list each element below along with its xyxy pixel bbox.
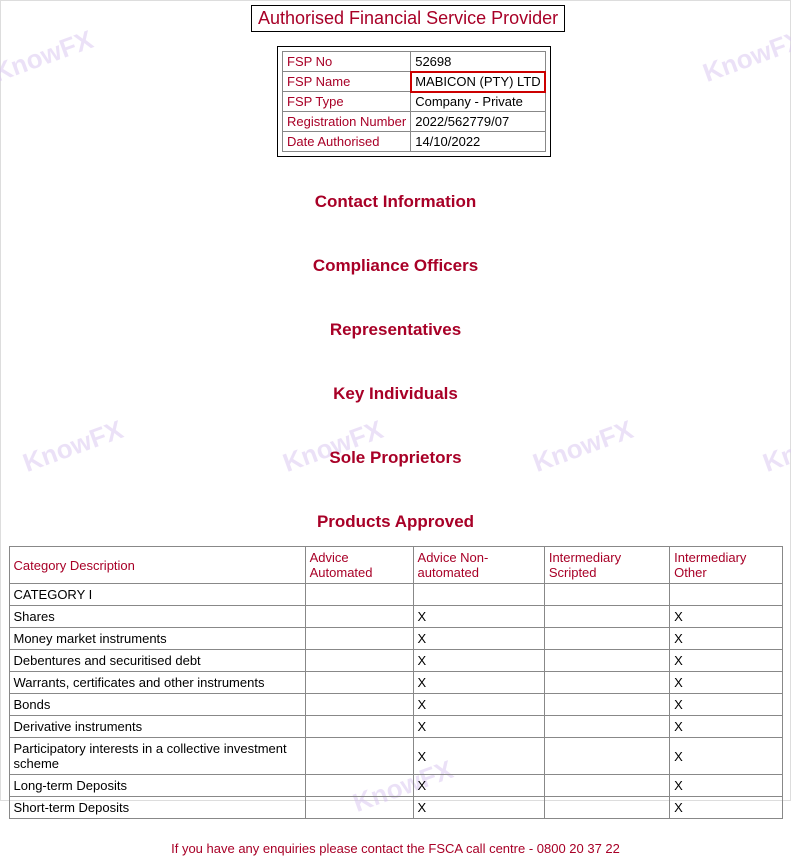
product-cell: [670, 584, 782, 606]
table-row: Participatory interests in a collective …: [9, 738, 782, 775]
category-description: Warrants, certificates and other instrum…: [9, 672, 305, 694]
product-cell: X: [670, 716, 782, 738]
product-cell: X: [413, 738, 544, 775]
product-cell: [544, 738, 669, 775]
products-column-header: Advice Automated: [305, 547, 413, 584]
product-cell: [544, 797, 669, 819]
category-description: Debentures and securitised debt: [9, 650, 305, 672]
product-cell: X: [670, 775, 782, 797]
product-cell: [544, 775, 669, 797]
info-value: 2022/562779/07: [411, 112, 545, 132]
table-row: Long-term Deposits X X: [9, 775, 782, 797]
info-value: 52698: [411, 52, 545, 72]
product-cell: X: [670, 606, 782, 628]
product-cell: [544, 650, 669, 672]
section-heading: Products Approved: [1, 512, 790, 532]
info-value: Company - Private: [411, 92, 545, 112]
product-cell: [413, 584, 544, 606]
product-cell: X: [413, 775, 544, 797]
info-value: 14/10/2022: [411, 132, 545, 152]
products-table: Category DescriptionAdvice AutomatedAdvi…: [9, 546, 783, 819]
products-column-header: Advice Non-automated: [413, 547, 544, 584]
product-cell: [305, 672, 413, 694]
table-row: Derivative instruments X X: [9, 716, 782, 738]
table-row: CATEGORY I: [9, 584, 782, 606]
product-cell: X: [413, 716, 544, 738]
section-heading: Compliance Officers: [1, 256, 790, 276]
category-description: Short-term Deposits: [9, 797, 305, 819]
table-row: Shares X X: [9, 606, 782, 628]
info-row: FSP TypeCompany - Private: [283, 92, 546, 112]
table-row: Warrants, certificates and other instrum…: [9, 672, 782, 694]
info-table: FSP No52698FSP NameMABICON (PTY) LTDFSP …: [282, 51, 546, 152]
info-label: Registration Number: [283, 112, 411, 132]
product-cell: X: [670, 628, 782, 650]
info-label: FSP No: [283, 52, 411, 72]
section-heading: Sole Proprietors: [1, 448, 790, 468]
product-cell: X: [413, 672, 544, 694]
product-cell: [305, 584, 413, 606]
product-cell: [544, 672, 669, 694]
info-label: FSP Type: [283, 92, 411, 112]
product-cell: [544, 716, 669, 738]
product-cell: X: [670, 650, 782, 672]
product-cell: [305, 694, 413, 716]
section-heading: Contact Information: [1, 192, 790, 212]
products-column-header: Intermediary Scripted: [544, 547, 669, 584]
category-description: Shares: [9, 606, 305, 628]
info-row: Date Authorised14/10/2022: [283, 132, 546, 152]
table-row: Bonds X X: [9, 694, 782, 716]
product-cell: [305, 716, 413, 738]
info-value: MABICON (PTY) LTD: [411, 72, 545, 92]
category-description: Derivative instruments: [9, 716, 305, 738]
section-heading: Representatives: [1, 320, 790, 340]
table-row: Money market instruments X X: [9, 628, 782, 650]
product-cell: [544, 584, 669, 606]
info-label: Date Authorised: [283, 132, 411, 152]
section-heading: Key Individuals: [1, 384, 790, 404]
table-row: Short-term Deposits X X: [9, 797, 782, 819]
product-cell: X: [670, 672, 782, 694]
product-cell: X: [413, 628, 544, 650]
category-description: Money market instruments: [9, 628, 305, 650]
products-column-header: Intermediary Other: [670, 547, 782, 584]
category-description: Bonds: [9, 694, 305, 716]
products-column-header: Category Description: [9, 547, 305, 584]
product-cell: [305, 775, 413, 797]
category-description: CATEGORY I: [9, 584, 305, 606]
product-cell: [544, 694, 669, 716]
product-cell: X: [413, 797, 544, 819]
product-cell: X: [670, 694, 782, 716]
product-cell: [544, 606, 669, 628]
info-row: FSP No52698: [283, 52, 546, 72]
category-description: Participatory interests in a collective …: [9, 738, 305, 775]
product-cell: X: [670, 738, 782, 775]
info-table-container: FSP No52698FSP NameMABICON (PTY) LTDFSP …: [277, 46, 551, 157]
product-cell: [544, 628, 669, 650]
product-cell: X: [413, 694, 544, 716]
product-cell: [305, 606, 413, 628]
page-title: Authorised Financial Service Provider: [251, 5, 565, 32]
info-row: Registration Number2022/562779/07: [283, 112, 546, 132]
product-cell: [305, 797, 413, 819]
product-cell: X: [670, 797, 782, 819]
product-cell: [305, 650, 413, 672]
product-cell: [305, 738, 413, 775]
product-cell: X: [413, 606, 544, 628]
info-label: FSP Name: [283, 72, 411, 92]
footer-text: If you have any enquiries please contact…: [1, 841, 790, 856]
info-row: FSP NameMABICON (PTY) LTD: [283, 72, 546, 92]
category-description: Long-term Deposits: [9, 775, 305, 797]
product-cell: [305, 628, 413, 650]
product-cell: X: [413, 650, 544, 672]
table-row: Debentures and securitised debt X X: [9, 650, 782, 672]
